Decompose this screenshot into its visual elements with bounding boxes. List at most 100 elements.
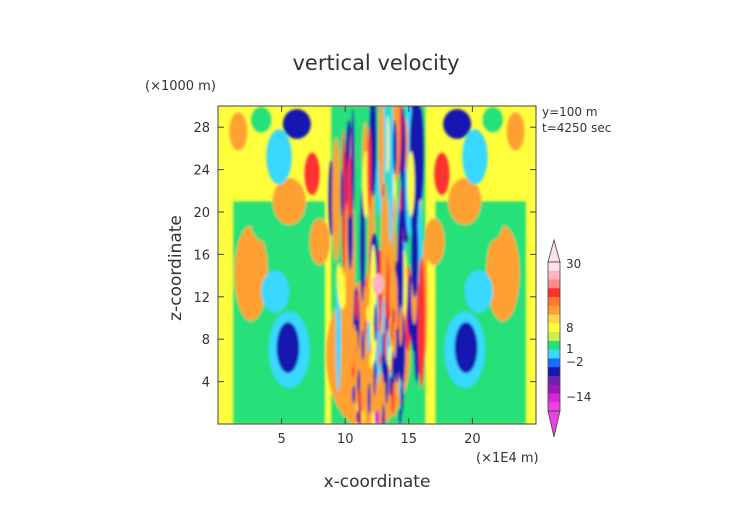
field-streak: [351, 108, 355, 210]
x-tick-label: 15: [401, 432, 418, 447]
field-blob: [374, 410, 380, 424]
colorbar-segment: [548, 297, 560, 307]
velocity-field: [229, 106, 526, 424]
x-axis-label: x-coordinate: [324, 472, 431, 492]
x-tick-label: 10: [337, 432, 354, 447]
field-blob: [251, 107, 272, 133]
x-tick-label: 20: [464, 432, 481, 447]
field-streak: [367, 382, 371, 415]
field-streak: [361, 329, 365, 361]
field-streak: [355, 293, 359, 321]
y-tick-label: 8: [202, 333, 210, 348]
colorbar-segment: [548, 279, 560, 289]
colorbar-segment: [548, 340, 560, 350]
colorbar-segment: [548, 262, 560, 272]
y-tick-label: 28: [193, 121, 210, 136]
colorbar: 30 8 1−2 −14: [547, 238, 591, 438]
field-streak: [417, 256, 426, 388]
field-streak: [351, 332, 355, 369]
field-blob: [304, 152, 320, 196]
field-blob: [266, 129, 292, 185]
field-blob: [272, 178, 306, 225]
field-streak: [393, 321, 397, 359]
field-streak: [363, 285, 367, 324]
field-blob: [434, 152, 450, 196]
field-streak: [353, 402, 357, 424]
colorbar-label: 30: [566, 257, 581, 271]
field-streak: [388, 106, 394, 245]
field-streak: [371, 410, 375, 424]
field-streak: [373, 304, 377, 342]
y-tick-label: 20: [193, 206, 210, 221]
field-streak: [389, 376, 393, 397]
colorbar-segment: [548, 402, 560, 412]
annotation-t: t=4250 sec: [542, 121, 611, 135]
y-tick-label: 24: [193, 164, 210, 179]
field-streak: [367, 126, 372, 213]
field-streak: [407, 151, 415, 217]
y-tick-label: 16: [193, 248, 210, 263]
colorbar-label: −14: [566, 390, 591, 404]
field-blob: [462, 129, 488, 185]
colorbar-segment: [548, 332, 560, 342]
field-streak: [385, 370, 389, 405]
y-tick-label: 4: [202, 376, 210, 391]
colorbar-segment: [548, 305, 560, 315]
field-blob: [424, 218, 445, 265]
field-streak: [361, 409, 365, 424]
field-streak: [352, 385, 356, 404]
field-streak: [400, 381, 404, 414]
field-blob: [454, 322, 478, 374]
x-unit-label: (×1E4 m): [476, 451, 539, 466]
plot-frame: [217, 105, 537, 425]
field-blob: [506, 112, 525, 151]
field-streak: [366, 305, 370, 323]
field-streak: [393, 382, 397, 417]
field-streak: [399, 305, 403, 347]
field-streak: [392, 119, 397, 176]
colorbar-segment: [548, 384, 560, 394]
field-blob: [372, 273, 384, 295]
field-streak: [373, 360, 377, 390]
colorbar-segment: [548, 375, 560, 386]
colorbar-segment: [548, 288, 560, 298]
field-blob: [448, 178, 482, 225]
colorbar-label: −2: [566, 355, 584, 369]
field-blob: [282, 109, 311, 139]
heatmap-plot-area: [218, 106, 536, 424]
colorbar-segment: [548, 270, 560, 280]
field-streak: [335, 277, 342, 392]
x-axis: 5 10 15 20: [277, 106, 481, 447]
colorbar-label: 8: [566, 321, 574, 335]
field-blob: [486, 225, 520, 322]
y-axis-label: z-coordinate: [166, 215, 186, 321]
field-streak: [381, 296, 385, 335]
colorbar-label: 1: [566, 342, 574, 356]
field-streak: [341, 129, 346, 276]
field-streak: [333, 143, 337, 216]
field-streak: [375, 376, 379, 410]
annotation-y: y=100 m: [542, 105, 598, 119]
field-streak: [388, 346, 392, 371]
field-blob: [261, 270, 290, 313]
field-streak: [337, 266, 347, 310]
field-streak: [378, 106, 385, 200]
field-streak: [366, 312, 370, 354]
field-streak: [356, 410, 360, 424]
field-blob: [309, 218, 330, 265]
field-streak: [415, 130, 419, 186]
chart-title: vertical velocity: [292, 51, 459, 75]
field-streak: [378, 368, 383, 400]
field-streak: [381, 403, 385, 424]
field-streak: [394, 296, 398, 330]
colorbar-segment: [548, 358, 560, 368]
colorbar-bottom-arrow: [547, 410, 561, 438]
field-blob: [464, 270, 493, 313]
colorbar-segment: [548, 367, 560, 377]
colorbar-segment: [548, 323, 560, 333]
field-streak: [358, 389, 362, 406]
field-streak: [379, 328, 383, 358]
field-streak: [397, 208, 404, 336]
field-blob: [234, 225, 268, 322]
